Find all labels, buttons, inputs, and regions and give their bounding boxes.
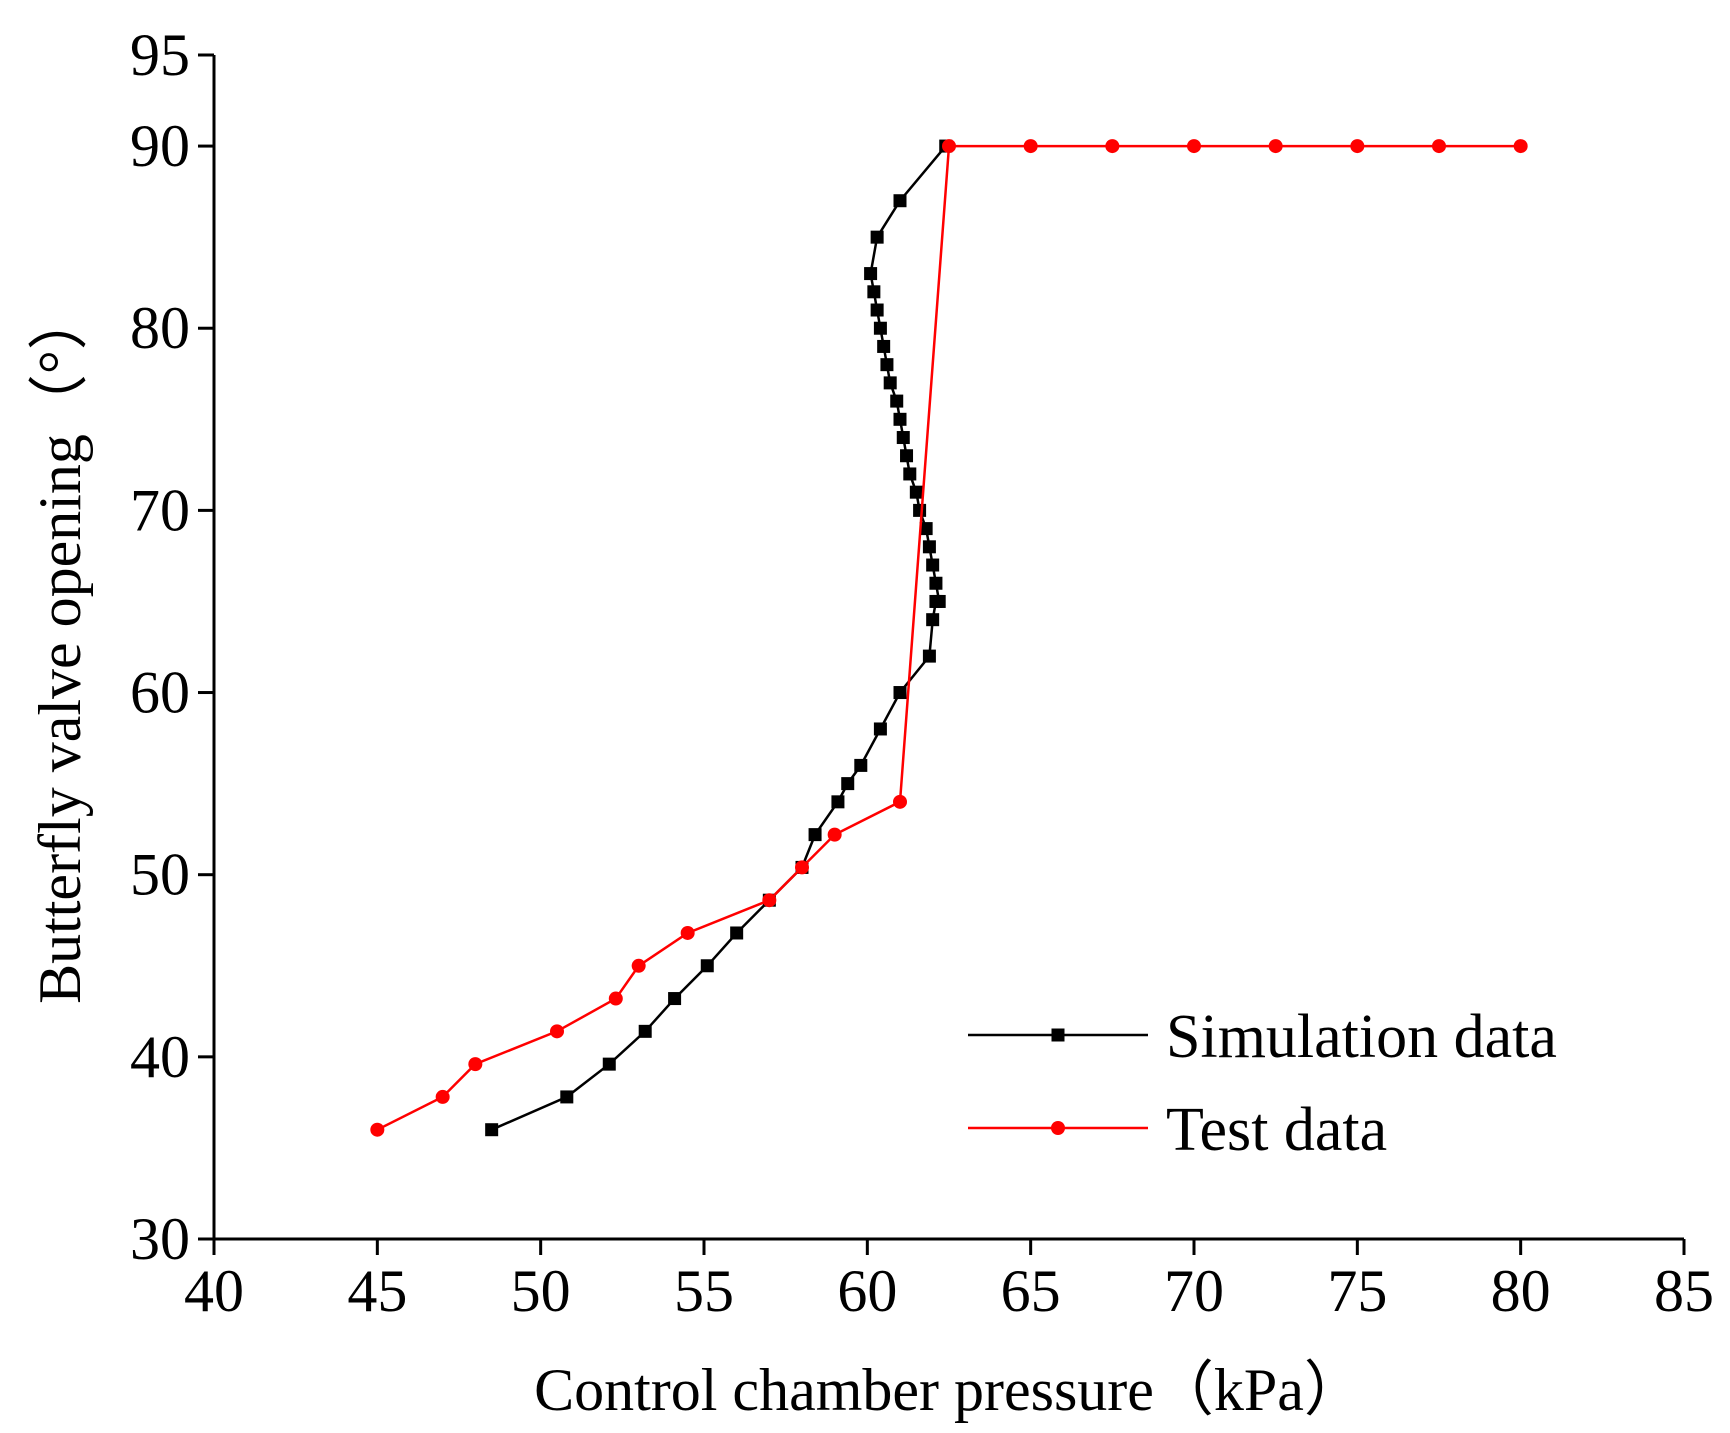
x-tick-label: 55 <box>674 1258 734 1324</box>
simulation-data-point <box>903 467 917 481</box>
simulation-data-point <box>668 992 682 1006</box>
test-data-point <box>1023 139 1038 154</box>
test-data-point <box>1105 139 1120 154</box>
test-data-point <box>631 958 646 973</box>
legend-marker <box>1051 1121 1065 1135</box>
y-tick-label: 90 <box>130 113 190 179</box>
simulation-data-point <box>864 267 878 281</box>
simulation-data-point <box>880 358 894 372</box>
test-data-point <box>1268 139 1283 154</box>
simulation-data-point <box>919 522 933 536</box>
simulation-data-point <box>873 321 887 335</box>
test-data-point <box>370 1122 385 1137</box>
simulation-data-point <box>926 558 940 572</box>
simulation-data-line <box>491 145 947 1131</box>
test-data-series <box>370 139 1528 1137</box>
test-data-point <box>1187 139 1201 154</box>
simulation-data-point <box>854 758 868 772</box>
series-layer <box>370 139 1528 1137</box>
y-tick-label: 95 <box>130 22 190 88</box>
simulation-data-point <box>870 230 884 244</box>
simulation-data-point <box>485 1123 499 1137</box>
x-tick-label: 50 <box>511 1258 571 1324</box>
test-data-point <box>942 139 956 154</box>
x-tick-label: 40 <box>184 1258 244 1324</box>
test-data-point <box>468 1057 483 1072</box>
y-tick-label: 60 <box>130 660 190 726</box>
test-data-point <box>1513 139 1528 154</box>
simulation-data-point <box>638 1024 652 1038</box>
x-tick-label: 70 <box>1164 1258 1224 1324</box>
simulation-data-point <box>831 795 845 809</box>
x-tick-label: 65 <box>1001 1258 1061 1324</box>
y-tick-label: 80 <box>130 295 190 361</box>
simulation-data-series <box>485 139 953 1137</box>
simulation-data-point <box>922 649 936 663</box>
simulation-data-point <box>922 540 936 554</box>
x-ticks: 40 45 50 55 60 65 70 75 80 85 <box>184 1239 1714 1324</box>
legend-item-test-data: Test data <box>968 1096 1387 1164</box>
y-tick-label: 70 <box>130 477 190 543</box>
x-tick-label: 60 <box>837 1258 897 1324</box>
y-ticks: 30 40 50 60 70 80 90 95 <box>130 22 214 1272</box>
legend-item-simulation-data: Simulation data <box>968 1003 1557 1071</box>
simulation-data-point <box>700 959 714 973</box>
simulation-data-point <box>870 303 884 317</box>
simulation-data-point <box>926 613 940 627</box>
x-axis-title: Control chamber pressure（kPa） <box>534 1357 1364 1423</box>
simulation-data-point <box>893 686 907 700</box>
y-tick-label: 50 <box>130 842 190 908</box>
simulation-data-point <box>896 431 910 445</box>
simulation-data-point <box>841 777 855 791</box>
test-data-point <box>795 860 809 875</box>
test-data-point <box>893 794 907 809</box>
simulation-data-point <box>932 594 946 608</box>
simulation-data-point <box>913 503 927 517</box>
x-tick-label: 45 <box>347 1258 407 1324</box>
test-data-point <box>827 827 842 842</box>
test-data-point <box>608 991 623 1006</box>
legend-label: Simulation data <box>1166 1003 1557 1071</box>
legend-marker <box>1051 1028 1065 1042</box>
legend-label: Test data <box>1166 1096 1387 1164</box>
simulation-data-point <box>909 485 923 499</box>
simulation-data-point <box>893 412 907 426</box>
y-axis-title: Butterfly valve opening（°） <box>27 290 93 1004</box>
y-tick-label: 40 <box>130 1024 190 1090</box>
simulation-data-point <box>873 722 887 736</box>
simulation-data-point <box>929 576 943 590</box>
simulation-data-point <box>900 449 914 463</box>
x-tick-label: 75 <box>1327 1258 1387 1324</box>
simulation-data-point <box>877 339 891 353</box>
y-tick-label: 30 <box>130 1206 190 1272</box>
simulation-data-point <box>893 194 907 208</box>
simulation-data-point <box>602 1057 616 1071</box>
x-tick-label: 80 <box>1491 1258 1551 1324</box>
test-data-point <box>1432 139 1446 154</box>
simulation-data-point <box>730 926 744 940</box>
simulation-data-point <box>867 285 881 299</box>
simulation-data-point <box>890 394 904 408</box>
test-data-point <box>1350 139 1365 154</box>
test-data-line <box>376 144 1521 1131</box>
simulation-data-point <box>808 828 822 842</box>
simulation-data-point <box>560 1090 574 1104</box>
test-data-point <box>680 925 695 940</box>
simulation-data-point <box>883 376 897 390</box>
test-data-point <box>550 1024 564 1039</box>
test-data-point <box>762 893 777 908</box>
legend: Simulation data Test data <box>968 1003 1557 1164</box>
x-tick-label: 85 <box>1654 1258 1714 1324</box>
test-data-point <box>435 1089 450 1104</box>
